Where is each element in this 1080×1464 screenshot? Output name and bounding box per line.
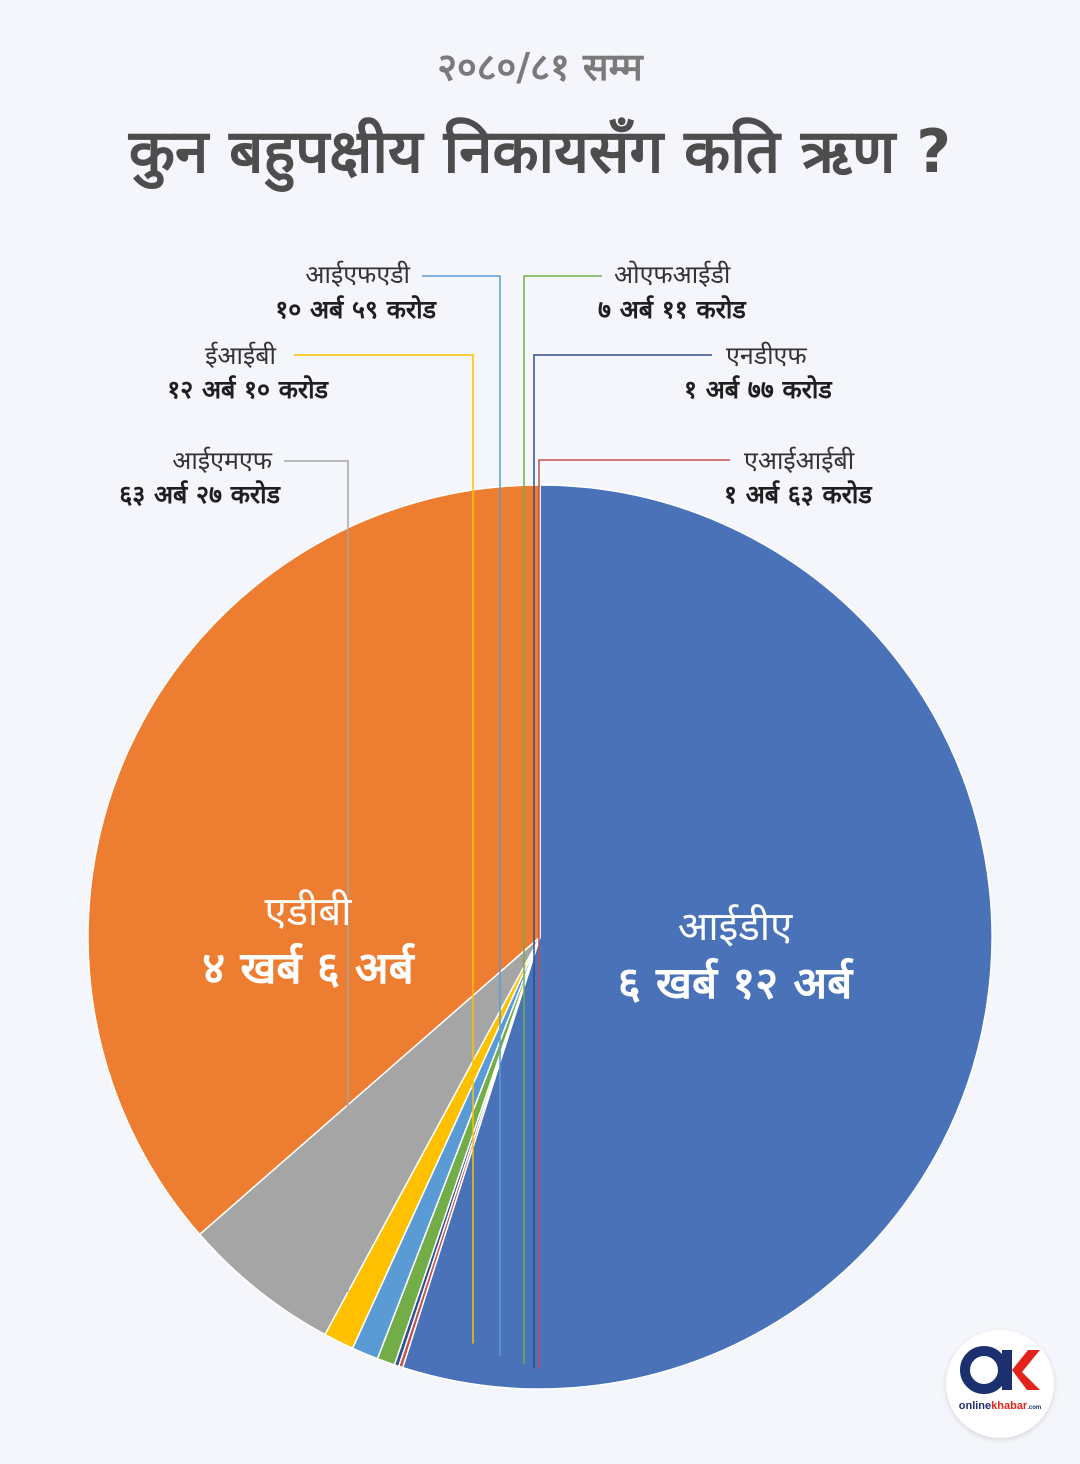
onlinekhabar-logo[interactable]: onlinekhabar.com [946, 1330, 1054, 1438]
leader-line-ofid [523, 275, 602, 1364]
leader-lines [284, 275, 730, 1369]
pie-slices [87, 484, 993, 1390]
label-ida-value: ६ खर्ब १२ अर्ब [618, 957, 854, 1009]
leader-line-eib [294, 354, 474, 1344]
label-ifad-name: आईएफएडी [305, 260, 410, 289]
label-eib-value: १२ अर्ब १० करोड [167, 375, 329, 404]
ok-logo-mark-icon [960, 1346, 1040, 1394]
label-ndf-name: एनडीएफ [726, 341, 807, 370]
label-adb-name: एडीबी [264, 889, 352, 935]
logo-wordmark: onlinekhabar.com [958, 1400, 1042, 1412]
label-ofid-value: ७ अर्ब ११ करोड [598, 295, 747, 324]
pie-slice-adb[interactable] [87, 484, 541, 1236]
label-aiib-name: एआईआईबी [744, 446, 855, 475]
chart-subtitle: २०८०/८१ सम्म [437, 45, 643, 89]
label-aiib-value: १ अर्ब ६३ करोड [724, 480, 873, 509]
label-ifad-value: १० अर्ब ५९ करोड [275, 295, 437, 324]
label-eib-name: ईआईबी [205, 341, 276, 370]
label-ndf-value: १ अर्ब ७७ करोड [684, 375, 833, 404]
chart-title: कुन बहुपक्षीय निकायसँग कति ऋण ? [128, 117, 952, 187]
label-adb-value: ४ खर्ब ६ अर्ब [202, 942, 416, 994]
label-ofid-name: ओएफआईडी [614, 260, 731, 289]
label-imf-value: ६३ अर्ब २७ करोड [119, 480, 281, 509]
leader-line-imf [284, 460, 349, 1293]
label-ida-name: आईडीए [678, 904, 793, 950]
leader-line-ifad [422, 275, 501, 1356]
pie-slice-imf[interactable] [198, 936, 541, 1336]
leader-line-ndf [533, 354, 712, 1368]
label-imf-name: आईएमएफ [172, 446, 272, 475]
pie-slice-ida[interactable] [401, 484, 993, 1390]
leader-line-aiib [538, 459, 730, 1369]
